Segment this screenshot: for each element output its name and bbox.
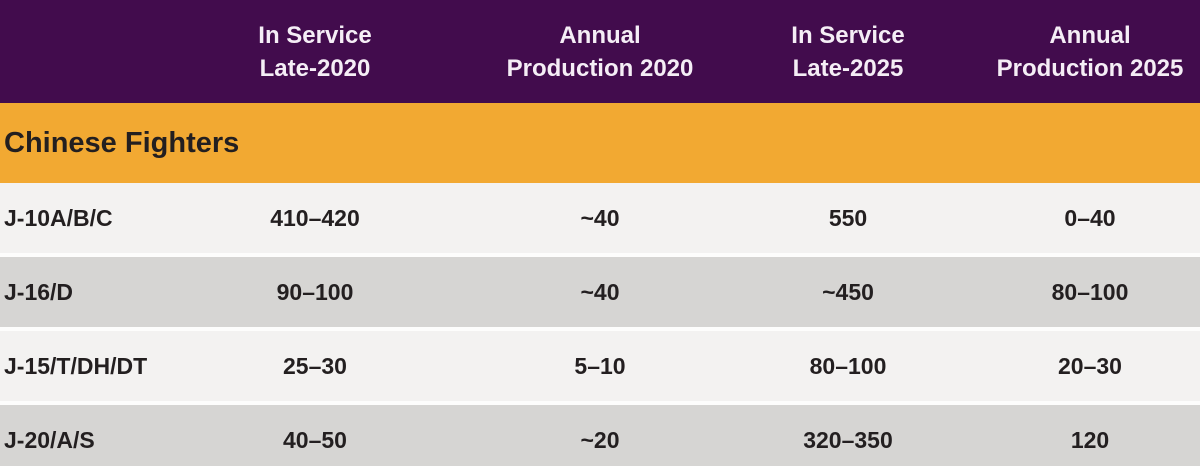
cell-value: 25–30 xyxy=(283,352,347,379)
cell-value: 20–30 xyxy=(1058,352,1122,379)
cell-value: 550 xyxy=(828,204,868,231)
cell-value: ~20 xyxy=(580,426,620,453)
column-header-annual-production-2025: Annual Production 2025 xyxy=(980,0,1200,103)
column-header-line: Production 2020 xyxy=(506,54,694,82)
section-header-chinese-fighters: Chinese Fighters xyxy=(0,103,1200,183)
cell-value: 320–350 xyxy=(803,426,893,453)
cell-value: 40–50 xyxy=(283,426,347,453)
table-header-row: In Service Late-2020 Annual Production 2… xyxy=(0,0,1200,103)
row-label: J-10A/B/C xyxy=(4,204,113,231)
column-header-line: Late-2020 xyxy=(259,54,371,82)
table-row-j-15: J-15/T/DH/DT 25–30 5–10 80–100 20–30 xyxy=(0,327,1200,401)
column-header-annual-production-2020: Annual Production 2020 xyxy=(484,0,716,103)
cell-value: 0–40 xyxy=(1064,204,1116,231)
section-title: Chinese Fighters xyxy=(4,126,240,159)
column-header-line: Annual xyxy=(1049,21,1131,49)
column-header-line: Production 2025 xyxy=(996,54,1184,82)
column-header-line: In Service xyxy=(258,21,372,49)
cell-value: ~40 xyxy=(580,204,620,231)
column-header-in-service-2020: In Service Late-2020 xyxy=(146,0,484,103)
column-header-in-service-2025: In Service Late-2025 xyxy=(716,0,980,103)
cell-value: 120 xyxy=(1070,426,1110,453)
cell-value: 80–100 xyxy=(1051,278,1129,305)
cell-value: ~40 xyxy=(580,278,620,305)
header-empty-cell xyxy=(0,0,146,103)
column-header-line: Annual xyxy=(559,21,641,49)
table-row-j-16: J-16/D 90–100 ~40 ~450 80–100 xyxy=(0,253,1200,327)
cell-value: 80–100 xyxy=(809,352,887,379)
table-row-j-10: J-10A/B/C 410–420 ~40 550 0–40 xyxy=(0,183,1200,253)
cell-value: 410–420 xyxy=(270,204,360,231)
row-label: J-16/D xyxy=(4,278,74,305)
table-row-j-20: J-20/A/S 40–50 ~20 320–350 120 xyxy=(0,401,1200,466)
cell-value: ~450 xyxy=(822,278,874,305)
cell-value: 5–10 xyxy=(574,352,626,379)
column-header-line: Late-2025 xyxy=(792,54,904,82)
row-label: J-20/A/S xyxy=(4,426,95,453)
row-label: J-15/T/DH/DT xyxy=(4,352,148,379)
column-header-line: In Service xyxy=(791,21,905,49)
cell-value: 90–100 xyxy=(276,278,354,305)
